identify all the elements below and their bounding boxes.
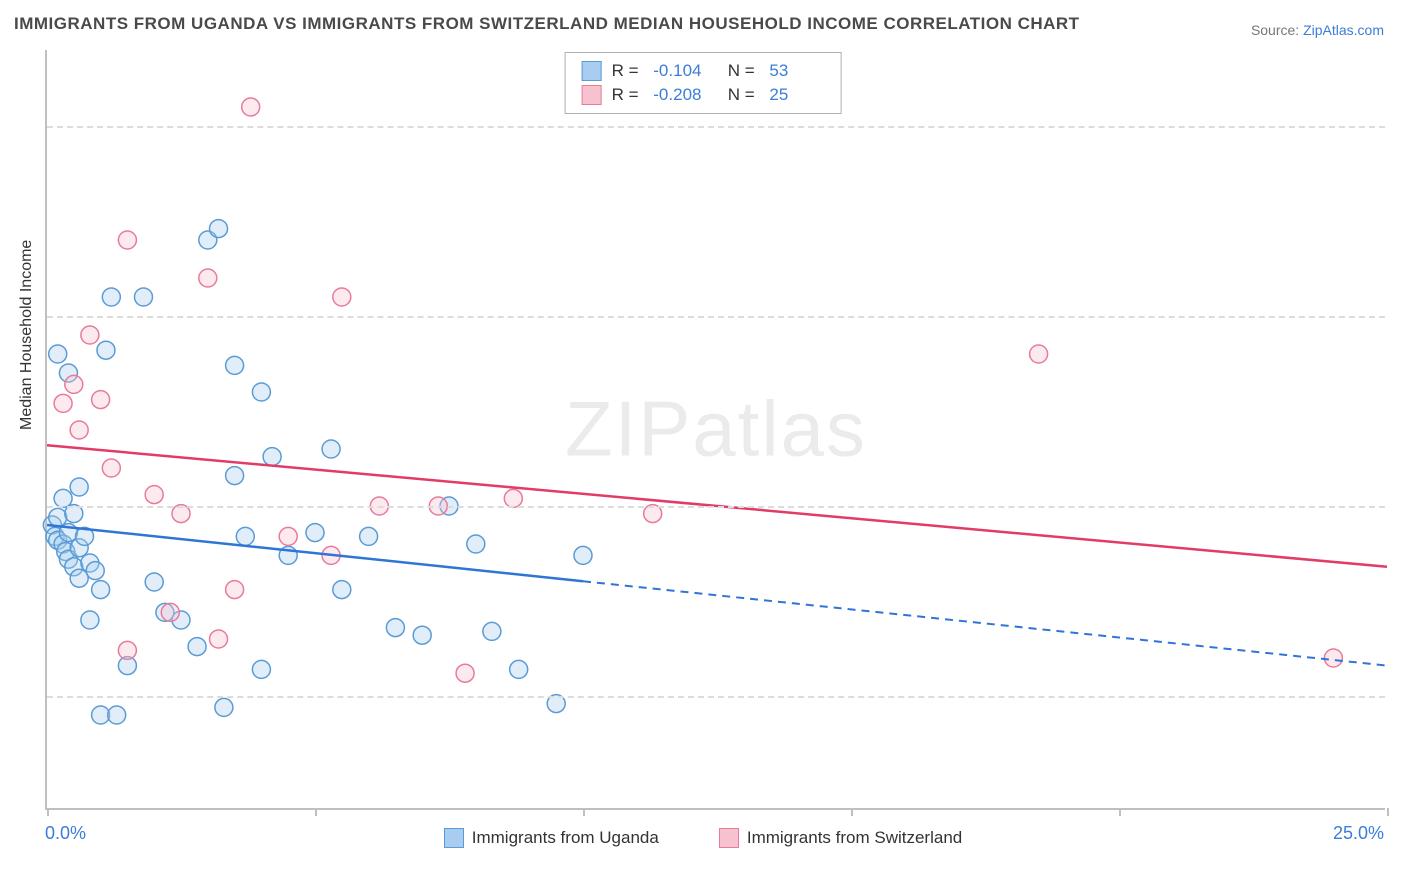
source-label: Source:	[1251, 22, 1299, 38]
correlation-legend-row: R = -0.104 N = 53	[582, 59, 825, 83]
legend-swatch	[582, 85, 602, 105]
scatter-point	[188, 638, 206, 656]
legend-n-label: N =	[718, 85, 759, 105]
scatter-point	[70, 421, 88, 439]
x-tick	[1119, 808, 1121, 816]
scatter-point	[574, 546, 592, 564]
scatter-point	[102, 459, 120, 477]
gridline-horizontal	[47, 126, 1385, 128]
scatter-point	[102, 288, 120, 306]
y-tick-label: $150,000	[1395, 324, 1406, 345]
scatter-point	[236, 527, 254, 545]
gridline-horizontal	[47, 696, 1385, 698]
scatter-point	[81, 326, 99, 344]
legend-n-value: 53	[769, 61, 824, 81]
scatter-point	[252, 660, 270, 678]
scatter-point	[252, 383, 270, 401]
scatter-point	[118, 231, 136, 249]
scatter-point	[210, 220, 228, 238]
scatter-point	[199, 269, 217, 287]
y-tick-label: $50,000	[1395, 704, 1406, 725]
scatter-point	[226, 356, 244, 374]
correlation-legend-box: R = -0.104 N = 53R = -0.208 N = 25	[565, 52, 842, 114]
scatter-point	[145, 486, 163, 504]
scatter-point	[279, 527, 297, 545]
scatter-point	[386, 619, 404, 637]
scatter-point	[1030, 345, 1048, 363]
scatter-point	[333, 581, 351, 599]
source-attribution: Source: ZipAtlas.com	[1251, 22, 1384, 38]
scatter-point	[92, 391, 110, 409]
legend-label: Immigrants from Uganda	[472, 828, 659, 848]
scatter-point	[226, 581, 244, 599]
scatter-point	[49, 508, 67, 526]
scatter-point	[54, 489, 72, 507]
scatter-point	[70, 478, 88, 496]
scatter-point	[215, 698, 233, 716]
scatter-point	[1324, 649, 1342, 667]
scatter-point	[65, 375, 83, 393]
scatter-point	[456, 664, 474, 682]
scatter-point	[81, 611, 99, 629]
x-tick	[583, 808, 585, 816]
legend-r-label: R =	[612, 61, 644, 81]
series-legend: Immigrants from Uganda Immigrants from Sw…	[0, 828, 1406, 848]
scatter-point	[360, 527, 378, 545]
scatter-point	[92, 706, 110, 724]
legend-r-label: R =	[612, 85, 644, 105]
scatter-plot-svg	[47, 50, 1385, 808]
scatter-point	[134, 288, 152, 306]
scatter-point	[467, 535, 485, 553]
y-tick-label: $100,000	[1395, 514, 1406, 535]
legend-item: Immigrants from Uganda	[444, 828, 659, 848]
x-tick	[315, 808, 317, 816]
scatter-point	[510, 660, 528, 678]
y-axis-title: Median Household Income	[18, 240, 36, 430]
legend-n-label: N =	[718, 61, 759, 81]
legend-swatch	[719, 828, 739, 848]
scatter-point	[86, 562, 104, 580]
scatter-point	[242, 98, 260, 116]
correlation-legend-row: R = -0.208 N = 25	[582, 83, 825, 107]
scatter-point	[92, 581, 110, 599]
scatter-point	[54, 394, 72, 412]
scatter-point	[210, 630, 228, 648]
legend-n-value: 25	[769, 85, 824, 105]
legend-r-value: -0.208	[653, 85, 708, 105]
scatter-point	[49, 345, 67, 363]
scatter-point	[322, 440, 340, 458]
scatter-point	[161, 603, 179, 621]
scatter-point	[145, 573, 163, 591]
y-tick-label: $200,000	[1395, 134, 1406, 155]
scatter-point	[504, 489, 522, 507]
x-tick	[1387, 808, 1389, 816]
scatter-point	[226, 467, 244, 485]
source-link[interactable]: ZipAtlas.com	[1303, 22, 1384, 38]
x-tick	[851, 808, 853, 816]
legend-swatch	[582, 61, 602, 81]
scatter-point	[70, 569, 88, 587]
legend-label: Immigrants from Switzerland	[747, 828, 962, 848]
x-tick	[47, 808, 49, 816]
gridline-horizontal	[47, 316, 1385, 318]
scatter-point	[118, 641, 136, 659]
scatter-point	[263, 448, 281, 466]
legend-item: Immigrants from Switzerland	[719, 828, 962, 848]
chart-title: IMMIGRANTS FROM UGANDA VS IMMIGRANTS FRO…	[14, 14, 1080, 34]
legend-swatch	[444, 828, 464, 848]
trend-line-dashed	[583, 581, 1387, 665]
scatter-point	[333, 288, 351, 306]
scatter-point	[483, 622, 501, 640]
scatter-point	[413, 626, 431, 644]
scatter-point	[306, 524, 324, 542]
gridline-horizontal	[47, 506, 1385, 508]
plot-area: ZIPatlas $50,000$100,000$150,000$200,000	[45, 50, 1385, 810]
legend-r-value: -0.104	[653, 61, 708, 81]
scatter-point	[108, 706, 126, 724]
scatter-point	[97, 341, 115, 359]
